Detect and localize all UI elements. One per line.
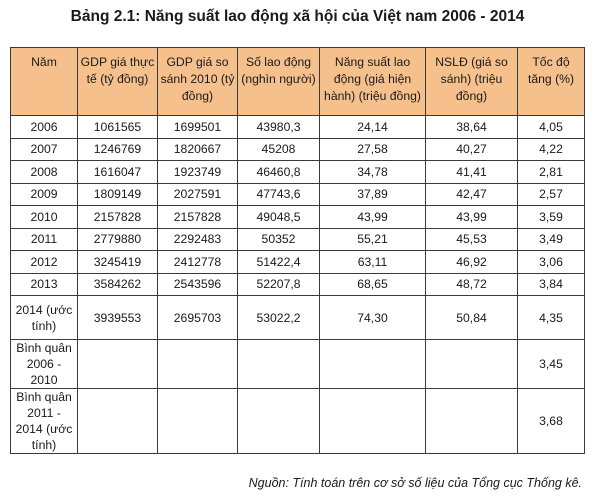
gdp-current-cell: 1809149 <box>77 182 158 206</box>
productivity-current-cell: 68,65 <box>319 272 426 296</box>
gdp-current-cell: 1061565 <box>77 115 158 139</box>
productivity-constant-cell <box>425 339 518 389</box>
productivity-constant-cell: 48,72 <box>425 272 518 296</box>
gdp-current-cell: 2779880 <box>77 227 158 251</box>
growth-rate-cell: 2,81 <box>517 160 585 184</box>
gdp-current-cell <box>77 388 158 454</box>
table-row: 2007 1246769 1820667 45208 27,58 40,27 4,22 <box>10 137 585 161</box>
year-cell: 2008 <box>10 160 78 184</box>
productivity-constant-cell: 45,53 <box>425 227 518 251</box>
productivity-current-cell: 27,58 <box>319 137 426 161</box>
year-cell: 2012 <box>10 250 78 274</box>
gdp-current-cell: 3245419 <box>77 250 158 274</box>
table-row: 2013 3584262 2543596 52207,8 68,65 48,72 3,84 <box>10 272 585 296</box>
growth-rate-cell: 2,57 <box>517 182 585 206</box>
year-cell: 2011 <box>10 227 78 251</box>
table-row: 2011 2779880 2292483 50352 55,21 45,53 3,49 <box>10 227 585 251</box>
gdp-constant-cell: 1923749 <box>157 160 238 184</box>
header-growth-rate: Tốc độ tăng (%) <box>517 47 585 116</box>
gdp-constant-cell: 2292483 <box>157 227 238 251</box>
header-row: Năm GDP giá thực tế (tỷ đồng) GDP giá so… <box>10 47 585 116</box>
productivity-constant-cell: 42,47 <box>425 182 518 206</box>
growth-rate-cell: 3,45 <box>517 339 585 389</box>
table-row: 2014 (ước tính) 3939553 2695703 53022,2 74,3… <box>10 295 585 340</box>
productivity-current-cell: 43,99 <box>319 205 426 229</box>
gdp-current-cell <box>77 339 158 389</box>
growth-rate-cell: 3,06 <box>517 250 585 274</box>
growth-rate-cell: 4,35 <box>517 295 585 340</box>
table-row: 2010 2157828 2157828 49048,5 43,99 43,99 3,59 <box>10 205 585 229</box>
gdp-current-cell: 3584262 <box>77 272 158 296</box>
labor-cell: 50352 <box>237 227 320 251</box>
productivity-current-cell: 63,11 <box>319 250 426 274</box>
header-year: Năm <box>10 47 78 116</box>
table-row: 2009 1809149 2027591 47743,6 37,89 42,47 2,57 <box>10 182 585 206</box>
labor-cell: 49048,5 <box>237 205 320 229</box>
labor-cell: 46460,8 <box>237 160 320 184</box>
growth-rate-cell: 3,49 <box>517 227 585 251</box>
labor-cell <box>237 388 320 454</box>
source-note: Nguồn: Tính toán trên cơ sở số liệu của … <box>248 476 582 490</box>
growth-rate-cell: 4,22 <box>517 137 585 161</box>
header-productivity-constant: NSLĐ (giá so sánh) (triệu đồng) <box>425 47 518 116</box>
gdp-constant-cell <box>157 339 238 389</box>
growth-rate-cell: 3,68 <box>517 388 585 454</box>
table-row: 2008 1616047 1923749 46460,8 34,78 41,41 2,81 <box>10 160 585 184</box>
year-cell: 2007 <box>10 137 78 161</box>
header-productivity-current: Năng suất lao động (giá hiện hành) (triệ… <box>319 47 426 116</box>
productivity-constant-cell: 43,99 <box>425 205 518 229</box>
productivity-current-cell <box>319 339 426 389</box>
growth-rate-cell: 3,84 <box>517 272 585 296</box>
year-cell: 2009 <box>10 182 78 206</box>
productivity-current-cell: 34,78 <box>319 160 426 184</box>
gdp-current-cell: 1616047 <box>77 160 158 184</box>
productivity-constant-cell: 40,27 <box>425 137 518 161</box>
gdp-constant-cell: 2157828 <box>157 205 238 229</box>
productivity-current-cell: 74,30 <box>319 295 426 340</box>
labor-cell: 47743,6 <box>237 182 320 206</box>
table-row: 2012 3245419 2412778 51422,4 63,11 46,92 3,06 <box>10 250 585 274</box>
gdp-constant-cell: 2412778 <box>157 250 238 274</box>
year-cell: 2013 <box>10 272 78 296</box>
gdp-constant-cell: 1820667 <box>157 137 238 161</box>
gdp-constant-cell: 2543596 <box>157 272 238 296</box>
growth-rate-cell: 3,59 <box>517 205 585 229</box>
productivity-current-cell <box>319 388 426 454</box>
productivity-table: Năm GDP giá thực tế (tỷ đồng) GDP giá so… <box>10 47 585 454</box>
gdp-constant-cell: 2027591 <box>157 182 238 206</box>
gdp-current-cell: 3939553 <box>77 295 158 340</box>
gdp-constant-cell: 2695703 <box>157 295 238 340</box>
table-title: Bảng 2.1: Năng suất lao động xã hội của … <box>70 8 525 25</box>
gdp-current-cell: 1246769 <box>77 137 158 161</box>
header-labor: Số lao động (nghìn người) <box>237 47 320 116</box>
table-row: Bình quân 2011 - 2014 (ước tính) 3,68 <box>10 388 585 454</box>
header-gdp-current: GDP giá thực tế (tỷ đồng) <box>77 47 158 116</box>
productivity-constant-cell: 41,41 <box>425 160 518 184</box>
labor-cell: 53022,2 <box>237 295 320 340</box>
year-cell: 2010 <box>10 205 78 229</box>
labor-cell: 43980,3 <box>237 115 320 139</box>
year-cell: Bình quân 2006 - 2010 <box>10 339 78 389</box>
labor-cell: 51422,4 <box>237 250 320 274</box>
gdp-constant-cell: 1699501 <box>157 115 238 139</box>
labor-cell <box>237 339 320 389</box>
productivity-current-cell: 24,14 <box>319 115 426 139</box>
productivity-constant-cell: 38,64 <box>425 115 518 139</box>
productivity-constant-cell <box>425 388 518 454</box>
year-cell: 2006 <box>10 115 78 139</box>
gdp-current-cell: 2157828 <box>77 205 158 229</box>
productivity-current-cell: 37,89 <box>319 182 426 206</box>
productivity-current-cell: 55,21 <box>319 227 426 251</box>
productivity-constant-cell: 50,84 <box>425 295 518 340</box>
labor-cell: 45208 <box>237 137 320 161</box>
year-cell: Bình quân 2011 - 2014 (ước tính) <box>10 388 78 454</box>
labor-cell: 52207,8 <box>237 272 320 296</box>
header-gdp-constant: GDP giá so sánh 2010 (tỷ đồng) <box>157 47 238 116</box>
growth-rate-cell: 4,05 <box>517 115 585 139</box>
gdp-constant-cell <box>157 388 238 454</box>
productivity-constant-cell: 46,92 <box>425 250 518 274</box>
table-row: 2006 1061565 1699501 43980,3 24,14 38,64 4,05 <box>10 115 585 139</box>
year-cell: 2014 (ước tính) <box>10 295 78 340</box>
table-row: Bình quân 2006 - 2010 3,45 <box>10 339 585 389</box>
